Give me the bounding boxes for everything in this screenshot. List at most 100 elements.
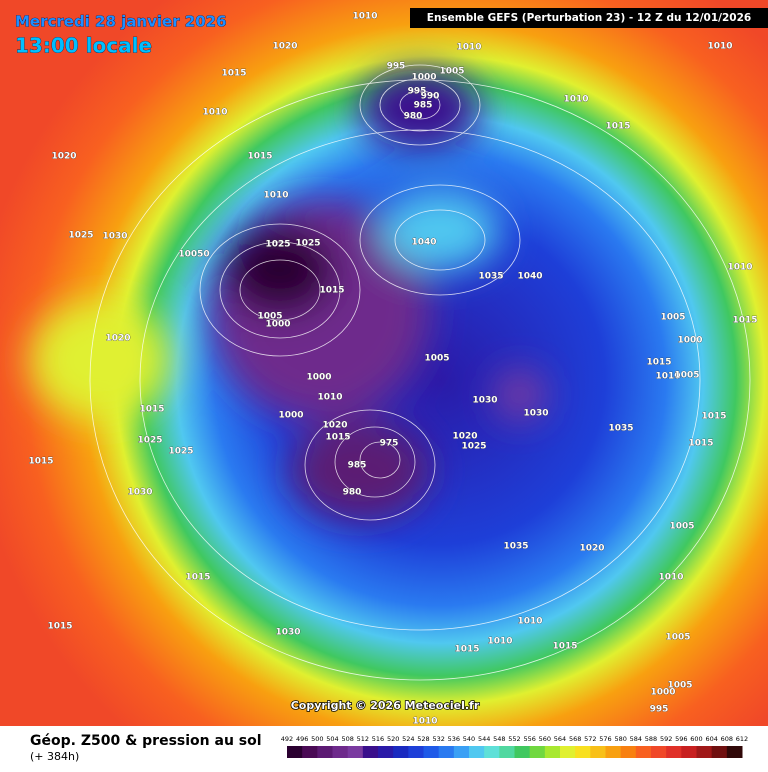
scale-swatch (408, 746, 424, 758)
isobar-label: 1025 (68, 231, 93, 241)
scale-swatch (317, 746, 333, 758)
scale-tick-label: 556 (523, 735, 535, 743)
isobar-label: 1015 (319, 286, 344, 296)
isobars (89, 64, 751, 681)
isobar-label: 1015 (325, 433, 350, 443)
scale-swatch (681, 746, 697, 758)
scale-tick-label: 532 (432, 735, 444, 743)
scale-tick-label: 576 (599, 735, 611, 743)
scale-tick-label: 508 (341, 735, 353, 743)
isobar-label: 1010 (517, 617, 542, 627)
scale-tick-label: 588 (645, 735, 657, 743)
scale-tick-label: 564 (554, 735, 566, 743)
isobar-label: 1005 (667, 681, 692, 691)
scale-tick-label: 568 (569, 735, 581, 743)
scale-tick-label: 572 (584, 735, 596, 743)
isobar-label: 975 (380, 439, 399, 449)
scale-tick-label: 540 (463, 735, 475, 743)
color-scale: 492 496 500 504 508 512 516 520 524 528 532 536 540 5… (281, 735, 748, 758)
isobar-label: 1025 (461, 442, 486, 452)
isobar-label: 1040 (411, 238, 436, 248)
isobar-label: 1020 (322, 421, 347, 431)
run-box (410, 8, 768, 28)
scale-swatch (651, 746, 667, 758)
isobar-label: 10050 (178, 250, 209, 260)
isobar-label: 1020 (105, 334, 130, 344)
scale-tick-label: 520 (387, 735, 399, 743)
scale-swatch (529, 746, 546, 758)
scale-tick-label: 596 (675, 735, 687, 743)
isobar-label: 1010 (658, 573, 683, 583)
isobar-label: 1015 (47, 622, 72, 632)
isobar-label: 1020 (51, 152, 76, 162)
scale-tick-label: 504 (326, 735, 338, 743)
isobar-label: 1000 (677, 336, 702, 346)
scale-tick-label: 516 (372, 735, 384, 743)
scale-swatch (726, 746, 743, 758)
scale-swatch (499, 746, 515, 758)
isobar-label: 1010 (487, 637, 512, 647)
isobar-label: 995 (650, 705, 669, 715)
isobar-label: 1000 (265, 320, 290, 330)
scale-tick-label: 560 (539, 735, 551, 743)
scale-tick-label: 608 (721, 735, 733, 743)
isobar-label: 1015 (701, 412, 726, 422)
isobar-label: 1005 (660, 313, 685, 323)
isobar-label: 1020 (579, 544, 604, 554)
scale-swatch (560, 746, 576, 758)
isobar-label: 1005 (674, 371, 699, 381)
isobar-label: 1015 (221, 69, 246, 79)
scale-swatch (635, 746, 652, 758)
run-info: Ensemble GEFS (Perturbation 23) - 12 Z d… (427, 12, 751, 24)
lead-time: (+ 384h) (30, 750, 79, 763)
scale-tick-label: 580 (614, 735, 626, 743)
scale-tick-label: 604 (705, 735, 717, 743)
scale-swatch (575, 746, 591, 758)
scale-swatch (590, 746, 606, 758)
scale-swatch (544, 746, 561, 758)
isobar-label: 1025 (295, 239, 320, 249)
scale-swatch (287, 746, 303, 758)
scale-swatch (302, 746, 318, 758)
isobar-label: 1025 (137, 436, 162, 446)
isobar-label: 1030 (275, 628, 300, 638)
isobar-label: 1030 (523, 409, 548, 419)
scale-tick-label: 548 (493, 735, 505, 743)
scale-swatch (469, 746, 485, 758)
scale-tick-label: 552 (508, 735, 520, 743)
isobar-label: 1000 (306, 373, 331, 383)
isobar-label: 1000 (411, 73, 436, 83)
isobar-label: 995 (408, 87, 427, 97)
isobar-label: 1025 (265, 240, 290, 250)
isobar-label: 1015 (732, 316, 757, 326)
isobar-label: 1010 (317, 393, 342, 403)
isobar-label: 1010 (727, 263, 752, 273)
scale-swatch (423, 746, 440, 758)
isobar-label: 1040 (517, 272, 542, 282)
scale-swatch (484, 746, 500, 758)
isobar-label: 1015 (139, 405, 164, 415)
footer-title: Géop. Z500 & pression au sol (30, 733, 262, 749)
scale-tick-label: 536 (448, 735, 460, 743)
isobar-label: 980 (343, 488, 362, 498)
scale-tick-label: 592 (660, 735, 672, 743)
scale-tick-label: 496 (296, 735, 308, 743)
isobar-label: 1005 (424, 354, 449, 364)
isobar-label: 1025 (168, 447, 193, 457)
isobar-label: 995 (387, 62, 406, 72)
isobar-label: 1015 (28, 457, 53, 467)
isobar-label: 1010 (707, 42, 732, 52)
scale-swatch (393, 746, 409, 758)
local-time: 13:00 locale (15, 34, 152, 58)
isobar-label: 1015 (646, 358, 671, 368)
isobar-label: 1020 (272, 42, 297, 52)
scale-tick-label: 600 (690, 735, 702, 743)
isobar-label: 1030 (472, 396, 497, 406)
scale-swatch (696, 746, 713, 758)
isobar-label: 1005 (439, 67, 464, 77)
isobar-label: 1010 (655, 372, 680, 382)
isobar-label: 1030 (127, 488, 152, 498)
isobar-label: 1035 (608, 424, 633, 434)
